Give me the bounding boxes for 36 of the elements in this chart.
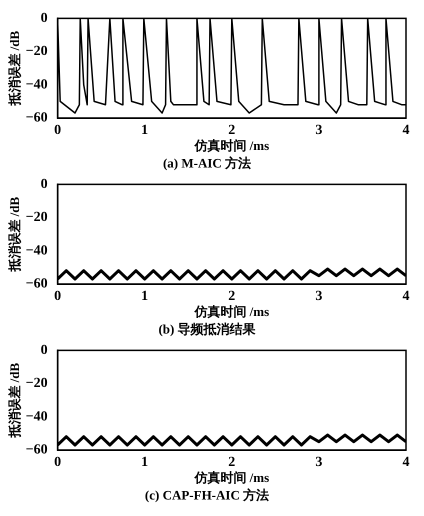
y-tick-label: −40	[26, 243, 48, 258]
y-tick-label: −20	[26, 210, 48, 226]
y-axis-title: 抵消误差 /dB	[7, 362, 22, 439]
y-tick-label: −20	[26, 44, 48, 60]
y-tick-label: −60	[26, 442, 48, 458]
y-axis-title: 抵消误差 /dB	[7, 196, 22, 273]
text: (b) 导频抵消结果	[158, 322, 257, 337]
x-tick-label: 2	[228, 289, 236, 304]
x-tick-label: 0	[54, 289, 62, 304]
x-tick-label: 1	[141, 289, 148, 304]
y-tick-label: −40	[26, 77, 48, 92]
x-axis-title: 仿真时间 /ms	[193, 138, 270, 153]
x-tick-label: 1	[141, 455, 148, 470]
x-tick-label: 0	[54, 455, 62, 470]
y-tick-label: −20	[26, 376, 48, 392]
x-axis-title: 仿真时间 /ms	[193, 304, 270, 319]
y-tick-label: −60	[26, 276, 48, 292]
x-tick-label: 2	[228, 123, 236, 138]
x-tick-label: 3	[315, 123, 322, 138]
x-tick-label: 3	[315, 289, 322, 304]
text: (c) CAP-FH-AIC 方法	[144, 488, 270, 503]
x-tick-label: 4	[402, 123, 410, 138]
y-tick-label: 0	[40, 177, 48, 192]
x-tick-label: 1	[141, 123, 148, 138]
x-tick-label: 4	[402, 455, 410, 470]
y-tick-label: 0	[40, 343, 48, 358]
y-axis-title: 抵消误差 /dB	[7, 30, 22, 107]
y-tick-label: −40	[26, 409, 48, 424]
x-tick-label: 3	[315, 455, 322, 470]
y-tick-label: 0	[40, 11, 48, 26]
x-tick-label: 4	[402, 289, 410, 304]
x-tick-label: 0	[54, 123, 62, 138]
x-tick-label: 2	[228, 455, 236, 470]
y-tick-label: −60	[26, 110, 48, 126]
text: (a) M-AIC 方法	[162, 156, 252, 171]
x-axis-title: 仿真时间 /ms	[193, 470, 270, 485]
